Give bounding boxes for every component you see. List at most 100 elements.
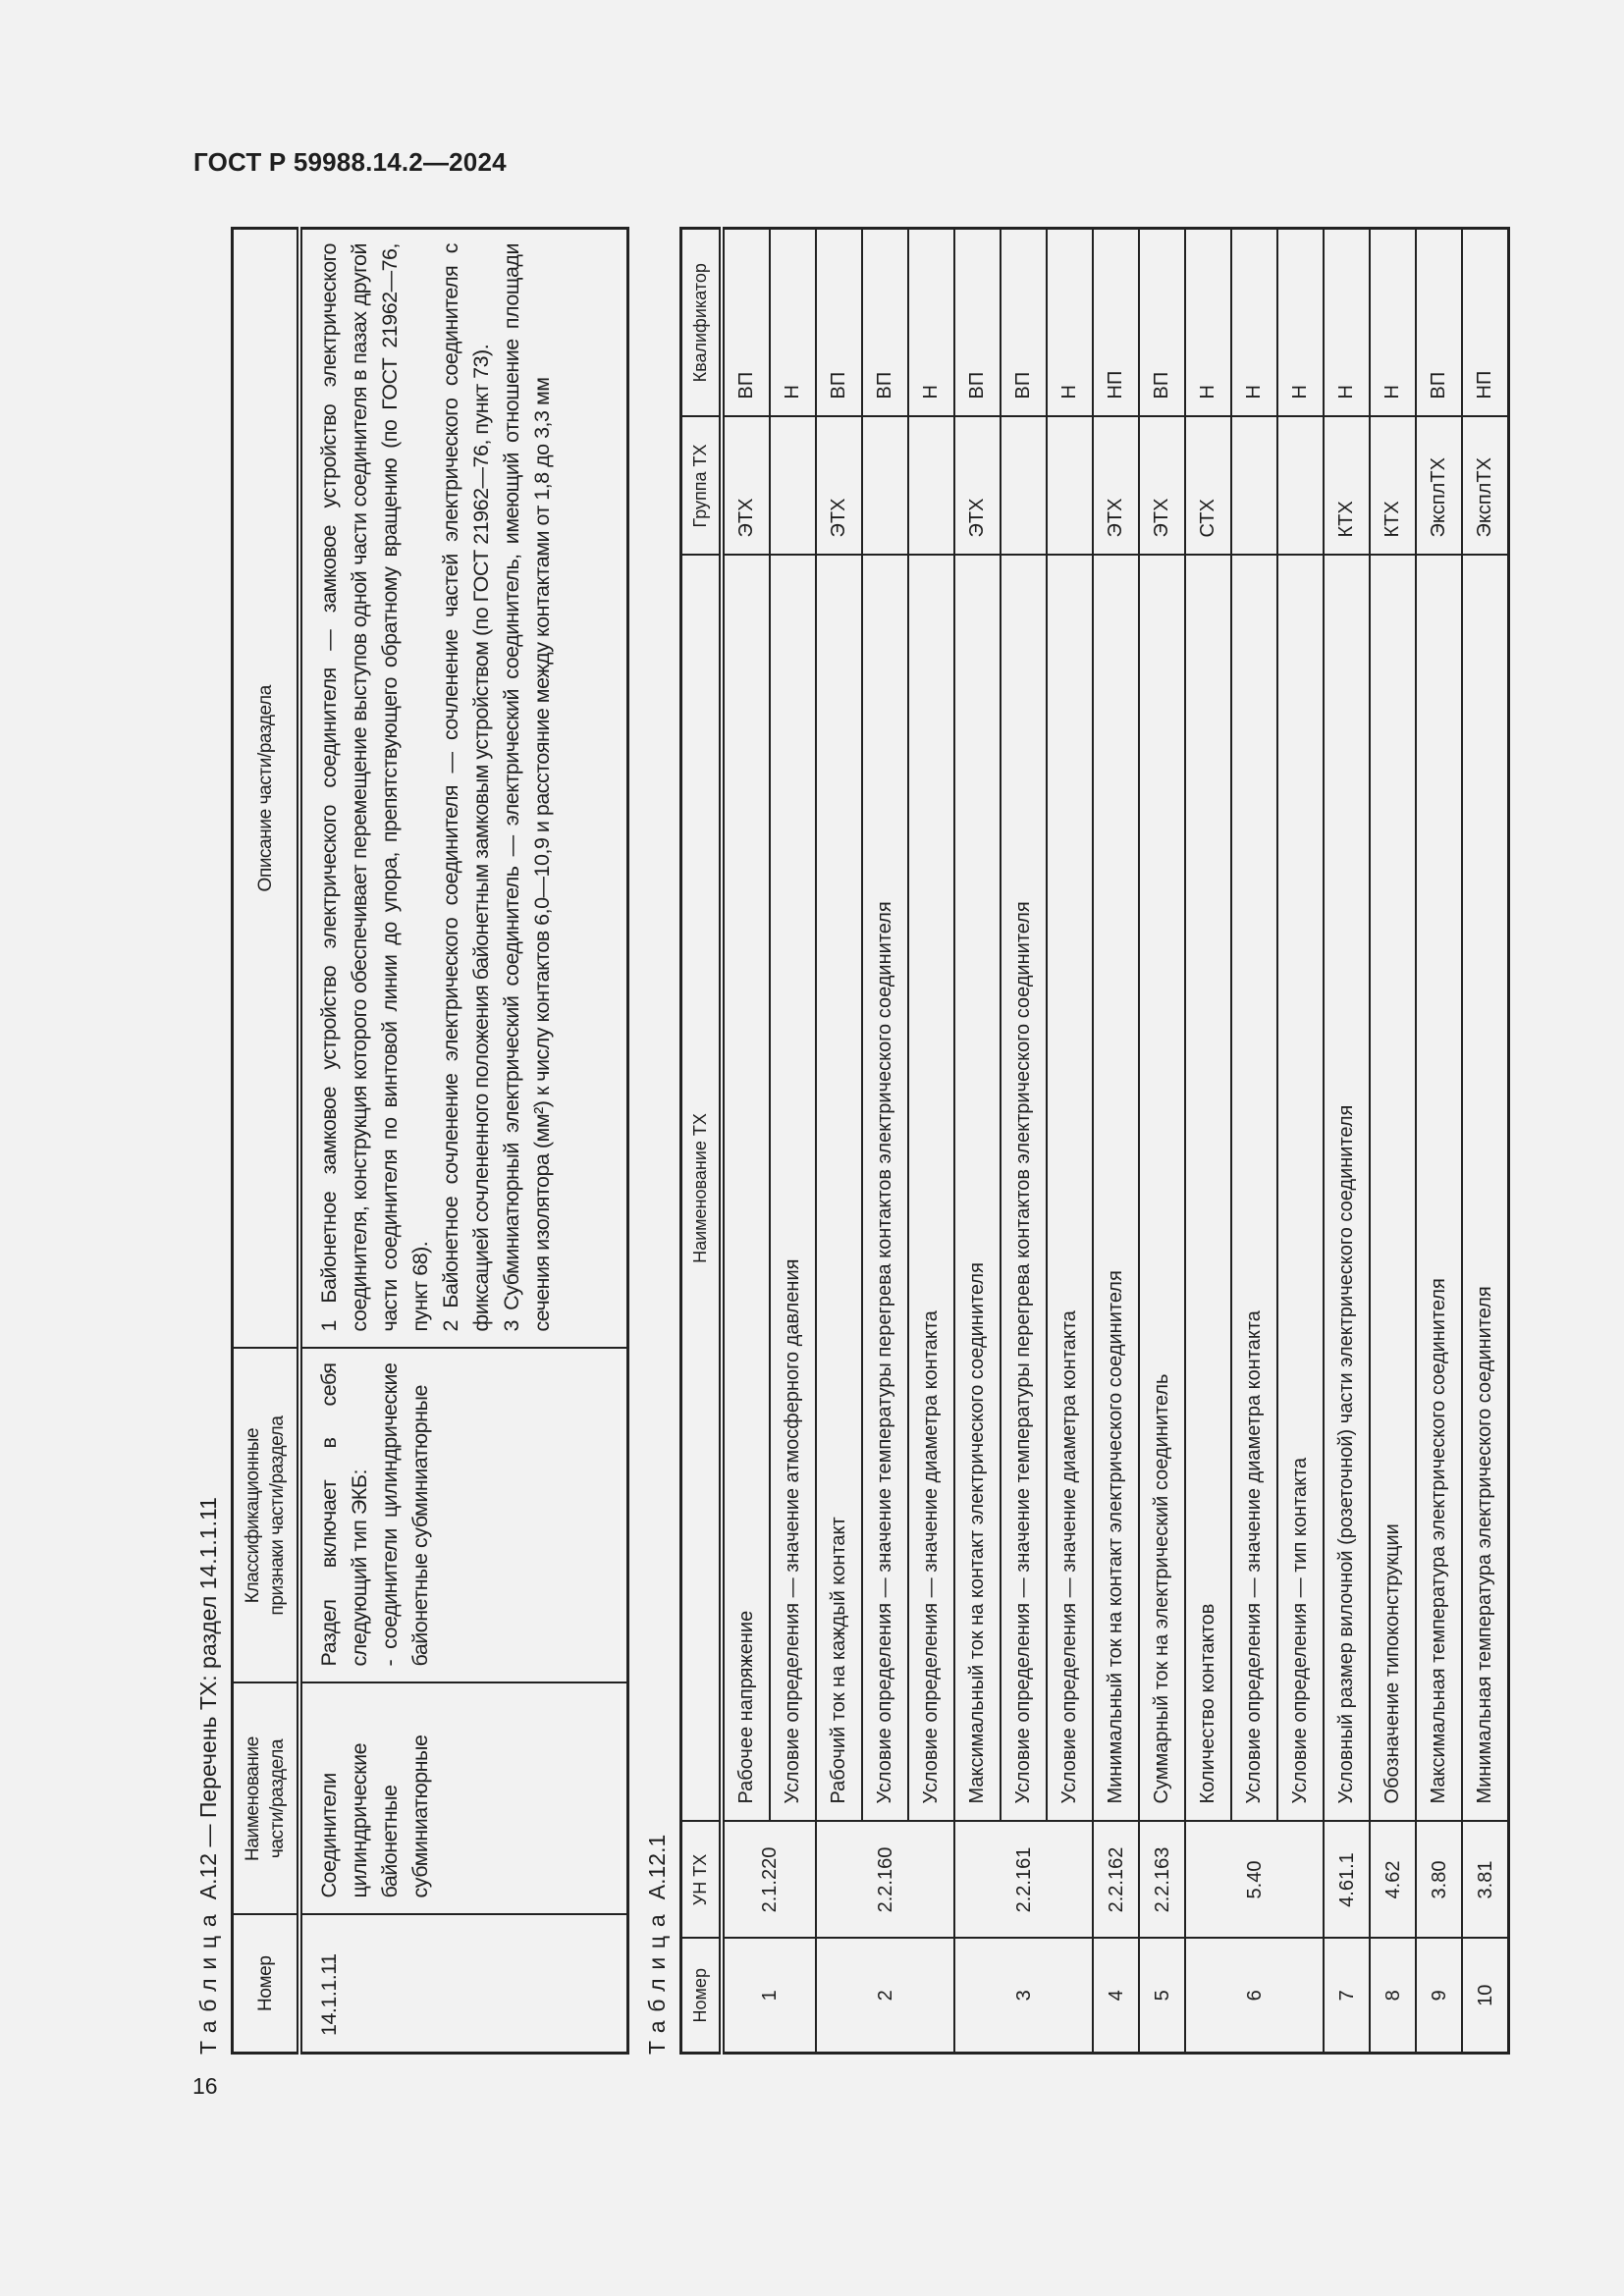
table-row: 10 3.81 Минимальная температура электричес… [1462,228,1509,2054]
table-header-row: Номер Наименование части/раздела Классиф… [232,228,299,2054]
row-qualifier: Н [908,228,954,417]
row-group: КТХ [1324,416,1370,556]
row-number: 6 [1185,1938,1324,2054]
row-name: Условие определения — значение температу… [1001,555,1047,1822]
table-header-row: Номер УН ТХ Наименование ТХ Группа ТХ Кв… [680,228,722,2054]
table-row: 8 4.62 Обозначение типоконструкции КТХ Н [1370,228,1416,2054]
row-number: 3 [954,1938,1093,2054]
table-row: 9 3.80 Максимальная температура электричес… [1416,228,1462,2054]
row-group: КТХ [1370,416,1416,556]
row-name: Количество контактов [1185,555,1231,1822]
row-group [1277,416,1324,556]
table-a12-block: Таблица A.12 — Перечень ТХ: раздел 14.1.… [191,227,629,2055]
row-number: 9 [1416,1938,1462,2054]
row-classification: Раздел включает в себя следующий тип ЭКБ… [299,1348,628,1683]
name-line: Соединители [317,1773,341,1898]
row-name: Условный размер вилочной (розеточной) ча… [1324,555,1370,1822]
row-code: 2.2.161 [954,1821,1093,1939]
row-name: Обозначение типоконструкции [1370,555,1416,1822]
table-a12: Номер Наименование части/раздела Классиф… [231,227,629,2055]
description-item: 1 Байонетное замковое устройство электри… [317,243,432,1332]
row-name: Рабочее напряжение [722,555,770,1822]
table-row: Условие определения — значение температу… [862,228,908,2054]
row-name: Условие определения — значение диаметра … [908,555,954,1822]
row-group [1231,416,1277,556]
row-qualifier: ВП [862,228,908,417]
row-code: 2.2.162 [1093,1821,1139,1939]
row-number: 10 [1462,1938,1509,2054]
row-code: 5.40 [1185,1821,1324,1939]
row-code: 2.1.220 [722,1821,816,1939]
table-row: 1 2.1.220 Рабочее напряжение ЭТХ ВП [722,228,816,2054]
row-name: Условие определения — тип контакта [1277,555,1324,1822]
row-group [908,416,954,556]
classification-text: - соединители цилиндрические байонетные … [378,1362,432,1667]
row-group [770,416,816,556]
name-line: байонетные [378,1785,402,1898]
row-code: 2.2.160 [816,1821,954,1939]
row-name: Максимальный ток на контакт электрическо… [954,555,1001,1822]
row-qualifier: НП [1462,228,1509,417]
row-qualifier: Н [1370,228,1416,417]
row-code: 3.81 [1462,1821,1509,1939]
row-code: 4.62 [1370,1821,1416,1939]
row-group [1047,416,1093,556]
row-group [1001,416,1047,556]
row-number: 8 [1370,1938,1416,2054]
caption-word: Таблица [195,1905,221,2055]
table-row: 4 2.2.162 Минимальный ток на контакт элект… [1093,228,1139,2054]
row-group: ЭТХ [722,416,770,556]
row-code: 3.80 [1416,1821,1462,1939]
row-group: ЭксплТХ [1416,416,1462,556]
row-name: Минимальный ток на контакт электрическог… [1093,555,1139,1822]
table-row: 3 2.2.161 Максимальный ток на контакт элек… [954,228,1093,2054]
table-row: Условие определения — значение атмосферн… [770,228,816,2054]
column-header: УН ТХ [680,1821,722,1939]
description-item: 3 Субминиатюрный электрический соедините… [500,243,554,1332]
row-name: Соединители цилиндрические байонетные су… [299,1682,628,1915]
table-row: Условие определения — значение диаметра … [908,228,954,2054]
name-line: субминиатюрные [408,1735,432,1898]
page-number: 16 [192,2073,218,2099]
row-name: Условие определения — значение атмосферн… [770,555,816,1822]
row-qualifier: Н [1277,228,1324,417]
row-code: 4.61.1 [1324,1821,1370,1939]
row-code: 2.2.163 [1139,1821,1185,1939]
column-header: Наименование ТХ [680,555,722,1822]
row-name: Минимальная температура электрического с… [1462,555,1509,1822]
table-row: Условие определения — значение диаметра … [1047,228,1093,2054]
row-group: СТХ [1185,416,1231,556]
row-qualifier: НП [1093,228,1139,417]
row-qualifier: ВП [1001,228,1047,417]
row-qualifier: ВП [954,228,1001,417]
caption-title: A.12 — Перечень ТХ: раздел 14.1.1.11 [195,1497,221,1900]
caption-word: Таблица [644,1905,670,2055]
column-header: Наименование части/раздела [232,1682,299,1915]
row-qualifier: ВП [1139,228,1185,417]
row-name: Максимальная температура электрического … [1416,555,1462,1822]
description-item: 2 Байонетное сочленение электрического с… [439,243,493,1332]
document-header: ГОСТ Р 59988.14.2—2024 [193,147,507,177]
row-name: Условие определения — значение температу… [862,555,908,1822]
table-row: 5 2.2.163 Суммарный ток на электрический с… [1139,228,1185,2054]
row-qualifier: Н [1324,228,1370,417]
table-a12-1-caption: Таблица A.12.1 [640,230,679,2055]
column-header: Номер [232,1914,299,2054]
row-group: ЭТХ [1139,416,1185,556]
row-number: 2 [816,1938,954,2054]
row-name: Условие определения — значение диаметра … [1231,555,1277,1822]
classification-text: Раздел включает в себя следующий тип ЭКБ… [317,1362,371,1667]
table-row: Условие определения — значение температу… [1001,228,1047,2054]
row-name: Рабочий ток на каждый контакт [816,555,862,1822]
row-qualifier: Н [770,228,816,417]
table-row: 2 2.2.160 Рабочий ток на каждый контакт ЭТХ… [816,228,954,2054]
caption-title: A.12.1 [644,1834,670,1900]
row-name: Условие определения — значение диаметра … [1047,555,1093,1822]
row-number: 7 [1324,1938,1370,2054]
column-header: Номер [680,1938,722,2054]
row-qualifier: Н [1231,228,1277,417]
column-header: Классификационные признаки части/раздела [232,1348,299,1683]
row-group [862,416,908,556]
row-group: ЭТХ [816,416,862,556]
row-description: 1 Байонетное замковое устройство электри… [299,228,628,1349]
